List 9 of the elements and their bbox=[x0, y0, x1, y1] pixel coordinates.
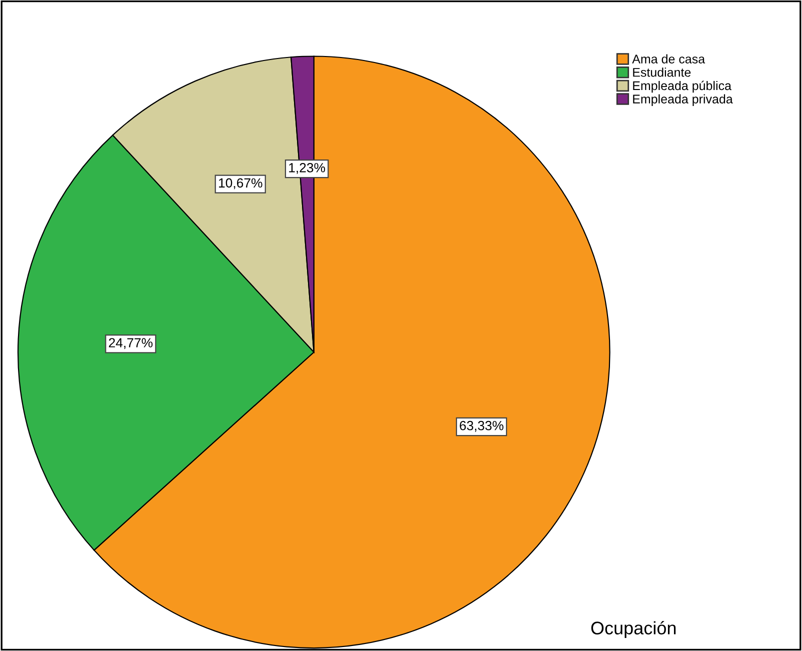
legend-label: Empleada privada bbox=[633, 94, 733, 106]
text: Ocupación bbox=[591, 620, 676, 638]
data-label: 1,23% bbox=[289, 163, 326, 174]
data-label: 10,67% bbox=[218, 178, 262, 190]
data-label: 24,77% bbox=[108, 338, 153, 349]
legend-label: Estudiante bbox=[633, 68, 691, 77]
legend-label: Ama de casa bbox=[632, 54, 706, 64]
legend-label: Empleada pública bbox=[633, 80, 732, 93]
data-label: 63,33% bbox=[460, 420, 504, 432]
